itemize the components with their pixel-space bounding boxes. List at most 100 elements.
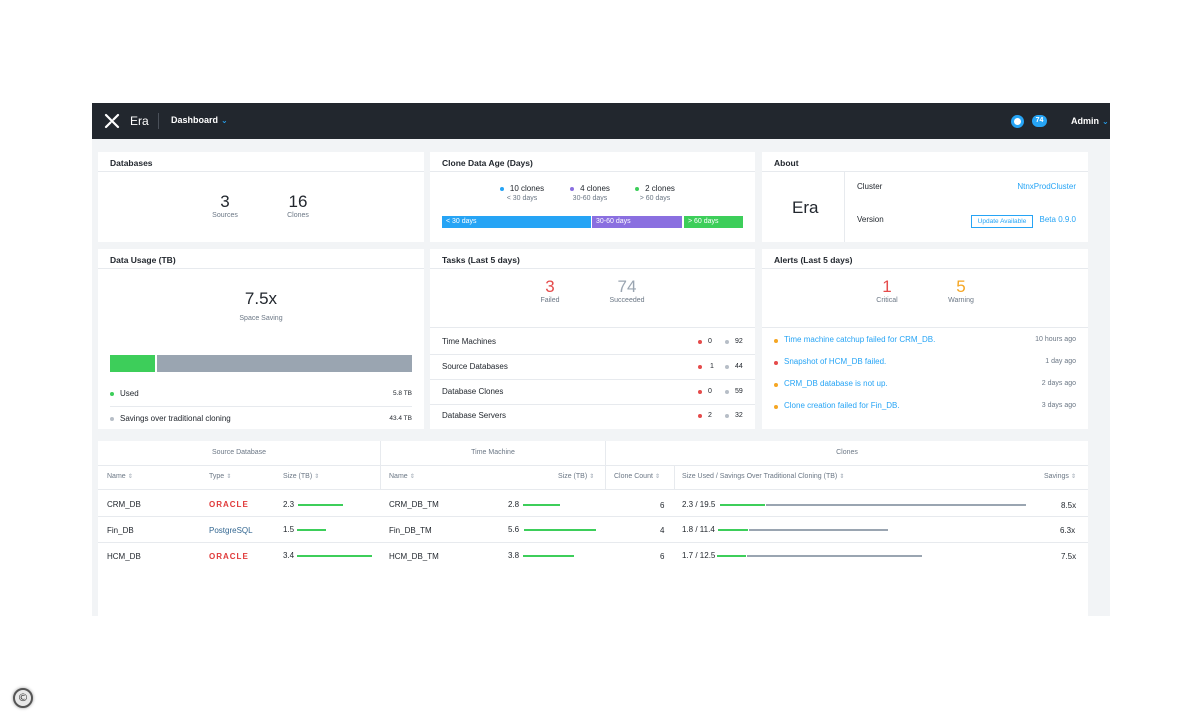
db-size-bar: [297, 529, 326, 531]
column-header-clone-count[interactable]: Clone Count ⇕: [614, 465, 660, 489]
card-title: Data Usage (TB): [110, 255, 176, 265]
column-divider: [674, 465, 675, 489]
header-label: Name: [107, 473, 126, 480]
tasks-card: Tasks (Last 5 days) 3 Failed 74 Succeede…: [430, 249, 755, 429]
failed-dot: [698, 365, 702, 369]
notification-count-badge[interactable]: 74: [1032, 115, 1047, 127]
nutanix-x-logo-icon[interactable]: [104, 113, 120, 129]
alert-row[interactable]: CRM_DB database is not up. 2 days ago: [774, 379, 1076, 393]
databases-card: Databases 3 Sources 16 Clones: [98, 152, 424, 242]
tm-size-cell: 5.6: [508, 525, 520, 534]
tasks-succeeded-count[interactable]: 74: [617, 277, 637, 296]
sources-count[interactable]: 3: [220, 192, 230, 211]
row-divider: [110, 406, 412, 407]
data-usage-bar[interactable]: [110, 355, 412, 372]
column-header-type[interactable]: Type ⇕: [209, 465, 231, 489]
age-bar-segment-over-60[interactable]: > 60 days: [684, 216, 743, 228]
age-bar-segment-30-60[interactable]: 30-60 days: [592, 216, 682, 228]
task-failed-count: 1: [710, 363, 714, 370]
alerts-critical-count[interactable]: 1: [882, 277, 892, 296]
age-group-range: > 60 days: [639, 195, 671, 202]
alert-message-link[interactable]: Time machine catchup failed for CRM_DB.: [784, 335, 936, 344]
column-header-name[interactable]: Name ⇕: [107, 465, 133, 489]
task-row-label: Database Servers: [442, 411, 507, 420]
about-product-name: Era: [792, 198, 819, 217]
db-name-cell[interactable]: Fin_DB: [107, 526, 134, 535]
alert-message-link[interactable]: CRM_DB database is not up.: [784, 379, 888, 388]
update-available-button[interactable]: Update Available: [971, 215, 1033, 228]
column-header-tm-name[interactable]: Name ⇕: [389, 465, 415, 489]
size-used-cell: 2.3 / 19.5: [682, 500, 716, 509]
db-size-bar: [297, 555, 372, 557]
succeeded-dot: [725, 365, 729, 369]
column-divider: [605, 465, 606, 489]
card-divider: [762, 268, 1088, 269]
task-row-source-databases[interactable]: Source Databases 1 44: [430, 355, 755, 379]
task-status-ring-icon[interactable]: [1011, 115, 1024, 128]
usage-used-segment[interactable]: [110, 355, 155, 372]
task-row-database-servers[interactable]: Database Servers 2 32: [430, 404, 755, 428]
about-card: About Era Cluster NtnxProdCluster Versio…: [762, 152, 1088, 242]
header-label: Type: [209, 473, 225, 480]
db-name-cell[interactable]: HCM_DB: [107, 552, 141, 561]
header-divider: [98, 465, 1088, 466]
top-navigation-bar: Era Dashboard ⌄ 74 Admin ⌄: [92, 103, 1110, 139]
tm-name-cell[interactable]: HCM_DB_TM: [389, 552, 439, 561]
postgresql-logo: PostgreSQL: [209, 526, 253, 535]
clone-count-cell: 6: [660, 552, 665, 561]
column-header-savings[interactable]: Savings ⇕: [1044, 465, 1076, 489]
column-header-size-used[interactable]: Size Used / Savings Over Traditional Clo…: [682, 465, 844, 489]
alert-row[interactable]: Time machine catchup failed for CRM_DB. …: [774, 335, 1076, 349]
column-header-size[interactable]: Size (TB) ⇕: [283, 465, 319, 489]
clone-used-bar: [720, 504, 765, 506]
clones-count[interactable]: 16: [288, 192, 308, 211]
task-failed-count: 0: [708, 388, 712, 395]
version-value[interactable]: Beta 0.9.0: [1039, 215, 1076, 224]
tm-name-cell[interactable]: CRM_DB_TM: [389, 500, 439, 509]
alert-row[interactable]: Clone creation failed for Fin_DB. 3 days…: [774, 401, 1076, 415]
tasks-failed-count[interactable]: 3: [545, 277, 555, 296]
clone-savings-bar: [749, 529, 888, 531]
dashboard-nav-dropdown[interactable]: Dashboard ⌄: [171, 115, 228, 125]
tasks-failed-label: Failed: [540, 297, 560, 304]
row-divider: [98, 516, 1088, 517]
age-group-range: 30-60 days: [572, 195, 608, 202]
group-header-clones: Clones: [836, 449, 858, 456]
task-row-label: Time Machines: [442, 337, 496, 346]
alert-message-link[interactable]: Snapshot of HCM_DB failed.: [784, 357, 887, 366]
user-label: Admin: [1071, 116, 1099, 126]
succeeded-dot: [725, 414, 729, 418]
clone-used-bar: [717, 555, 746, 557]
alert-message-link[interactable]: Clone creation failed for Fin_DB.: [784, 401, 900, 410]
tm-name-cell[interactable]: Fin_DB_TM: [389, 526, 432, 535]
usage-savings-segment[interactable]: [157, 355, 412, 372]
task-row-database-clones[interactable]: Database Clones 0 59: [430, 380, 755, 404]
card-title: Alerts (Last 5 days): [774, 255, 853, 265]
task-row-time-machines[interactable]: Time Machines 0 92: [430, 330, 755, 354]
legend-label: Used: [120, 389, 139, 398]
row-divider: [430, 327, 755, 328]
alerts-warning-count[interactable]: 5: [956, 277, 966, 296]
clones-label: Clones: [287, 212, 309, 219]
task-row-label: Database Clones: [442, 387, 504, 396]
clone-count-cell: 6: [660, 501, 665, 510]
header-label: Name: [389, 473, 408, 480]
legend-value: 43.4 TB: [389, 415, 412, 422]
task-succeeded-count: 59: [735, 388, 743, 395]
row-divider: [430, 404, 755, 405]
column-header-tm-size[interactable]: Size (TB) ⇕: [558, 465, 594, 489]
header-label: Size (TB): [558, 473, 588, 480]
user-menu[interactable]: Admin ⌄: [1071, 116, 1109, 126]
legend-value: 5.8 TB: [392, 390, 412, 397]
header-divider: [98, 489, 1088, 490]
db-size-cell: 1.5: [283, 525, 295, 534]
alert-row[interactable]: Snapshot of HCM_DB failed. 1 day ago: [774, 357, 1076, 371]
db-name-cell[interactable]: CRM_DB: [107, 500, 141, 509]
cluster-link[interactable]: NtnxProdCluster: [1017, 182, 1076, 191]
db-size-cell: 2.3: [283, 500, 295, 509]
row-divider: [430, 379, 755, 380]
age-bar-segment-under-30[interactable]: < 30 days: [442, 216, 591, 228]
clone-savings-bar: [766, 504, 1026, 506]
usage-legend-used: Used 5.8 TB: [110, 386, 412, 408]
era-app-window: Era Dashboard ⌄ 74 Admin ⌄ Databases 3 Sou…: [92, 103, 1110, 616]
